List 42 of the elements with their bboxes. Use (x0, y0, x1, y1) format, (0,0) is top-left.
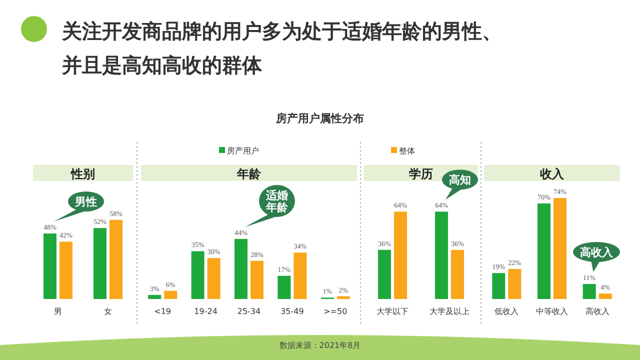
chart-title: 收入 (540, 167, 565, 181)
bar (110, 220, 122, 299)
x-tick-label: 男 (54, 307, 62, 316)
bar (278, 276, 291, 299)
x-tick-label: 大学以下 (376, 307, 408, 316)
text: 关注开发商品牌的用户多为处于适婚年龄的男性、并且是高知高收的群体 (61, 19, 502, 77)
bar (598, 294, 612, 299)
chart-title: 年龄 (265, 200, 289, 214)
bar (336, 296, 350, 299)
source-note: 数据来源：2021年8月 (279, 341, 361, 350)
chart-title: 学历 (409, 167, 433, 181)
bar (492, 273, 506, 299)
chart-title: 年龄 (237, 167, 261, 181)
legend-label: 房产用户 (227, 146, 259, 156)
bar (538, 203, 550, 299)
x-tick-label: 高收入 (585, 307, 610, 316)
bar (294, 252, 307, 299)
x-tick-label: 中等收入 (536, 307, 568, 316)
x-tick-label: <19 (154, 307, 172, 316)
bar (60, 242, 72, 299)
bar (94, 228, 106, 299)
bar (234, 238, 248, 299)
x-tick-label: >=50 (324, 307, 348, 316)
bar (44, 233, 56, 299)
x-tick-label: 女 (104, 307, 112, 316)
bar (148, 294, 162, 299)
legend-label: 整体 (399, 146, 415, 156)
x-tick-label: 19-24 (194, 307, 218, 316)
bar (207, 258, 220, 299)
chart-title: 性别 (70, 167, 95, 181)
bar (582, 284, 596, 299)
bar (191, 251, 204, 299)
annotation: 高收入 (580, 246, 614, 259)
bar (250, 260, 264, 299)
x-tick-label: 25-34 (237, 307, 261, 316)
bar (508, 268, 522, 299)
x-tick-label: 低收入 (494, 307, 519, 316)
bar (164, 290, 178, 299)
x-tick-label: 35-49 (280, 307, 304, 316)
bar (554, 198, 566, 299)
text: 房产用户属性分布 (275, 112, 364, 125)
x-tick-label: 大学及以上 (430, 307, 470, 316)
